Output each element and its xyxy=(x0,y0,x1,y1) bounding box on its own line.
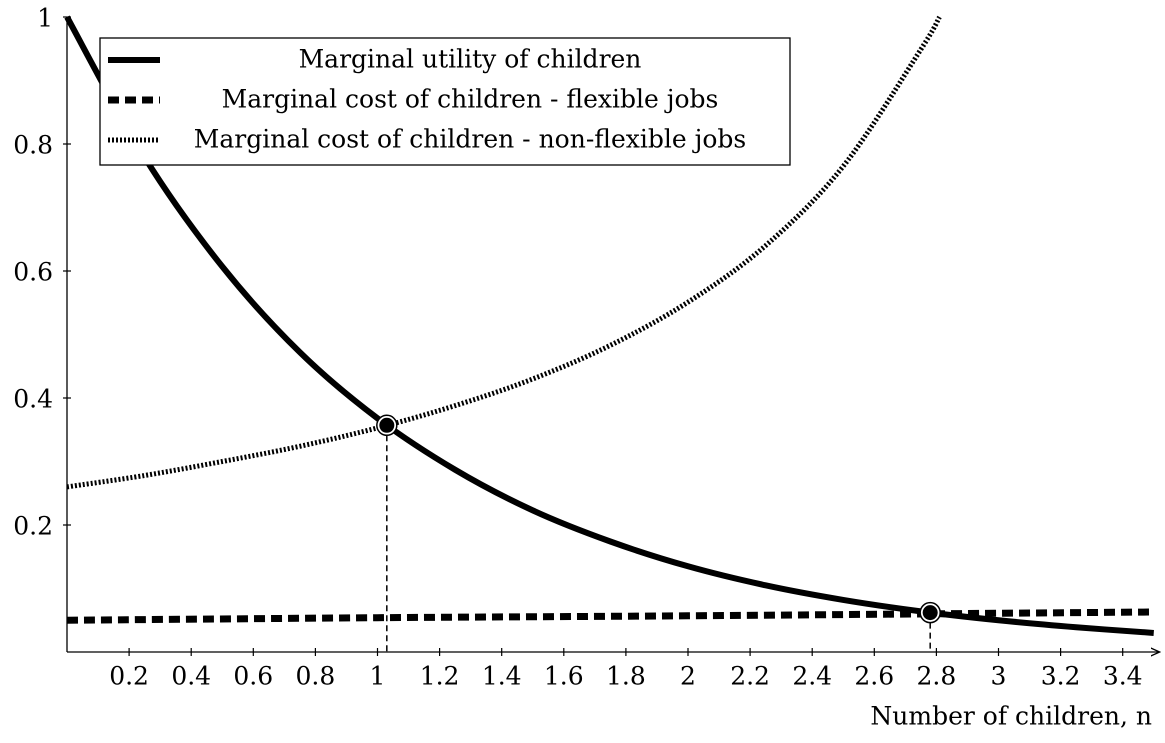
y-tick-label: 0.2 xyxy=(13,512,53,541)
x-tick-label: 0.8 xyxy=(296,662,336,691)
x-tick-label: 1.2 xyxy=(420,662,460,691)
x-tick-label: 1 xyxy=(370,662,386,691)
x-tick-label: 0.2 xyxy=(109,662,149,691)
x-tick-label: 2.6 xyxy=(854,662,894,691)
x-tick-label: 1.6 xyxy=(544,662,584,691)
x-tick-label: 3.4 xyxy=(1103,662,1143,691)
x-tick-label: 3 xyxy=(991,662,1007,691)
x-tick-label: 1.8 xyxy=(606,662,646,691)
intersection-point xyxy=(922,605,938,621)
y-tick-label: 1 xyxy=(37,4,53,33)
y-tick-label: 0.4 xyxy=(13,385,53,414)
x-tick-label: 0.6 xyxy=(233,662,273,691)
legend-label: Marginal utility of children xyxy=(299,45,642,74)
x-tick-label: 1.4 xyxy=(482,662,522,691)
x-tick-label: 2 xyxy=(680,662,696,691)
legend-label: Marginal cost of children - non-flexible… xyxy=(194,125,746,154)
x-tick-label: 3.2 xyxy=(1041,662,1081,691)
legend: Marginal utility of children Marginal cos… xyxy=(99,37,791,166)
series-line xyxy=(66,608,1154,624)
x-tick-label: 2.4 xyxy=(792,662,832,691)
y-tick-label: 0.6 xyxy=(13,258,53,287)
intersection-point xyxy=(379,417,395,433)
x-tick-label: 2.8 xyxy=(917,662,957,691)
legend-box xyxy=(99,37,791,166)
legend-label: Marginal cost of children - flexible job… xyxy=(222,85,719,114)
x-tick-label: 2.2 xyxy=(730,662,770,691)
series-line xyxy=(66,15,942,490)
x-axis-label: Number of children, n xyxy=(870,702,1152,731)
y-tick-label: 0.8 xyxy=(13,131,53,160)
x-tick-label: 0.4 xyxy=(171,662,211,691)
